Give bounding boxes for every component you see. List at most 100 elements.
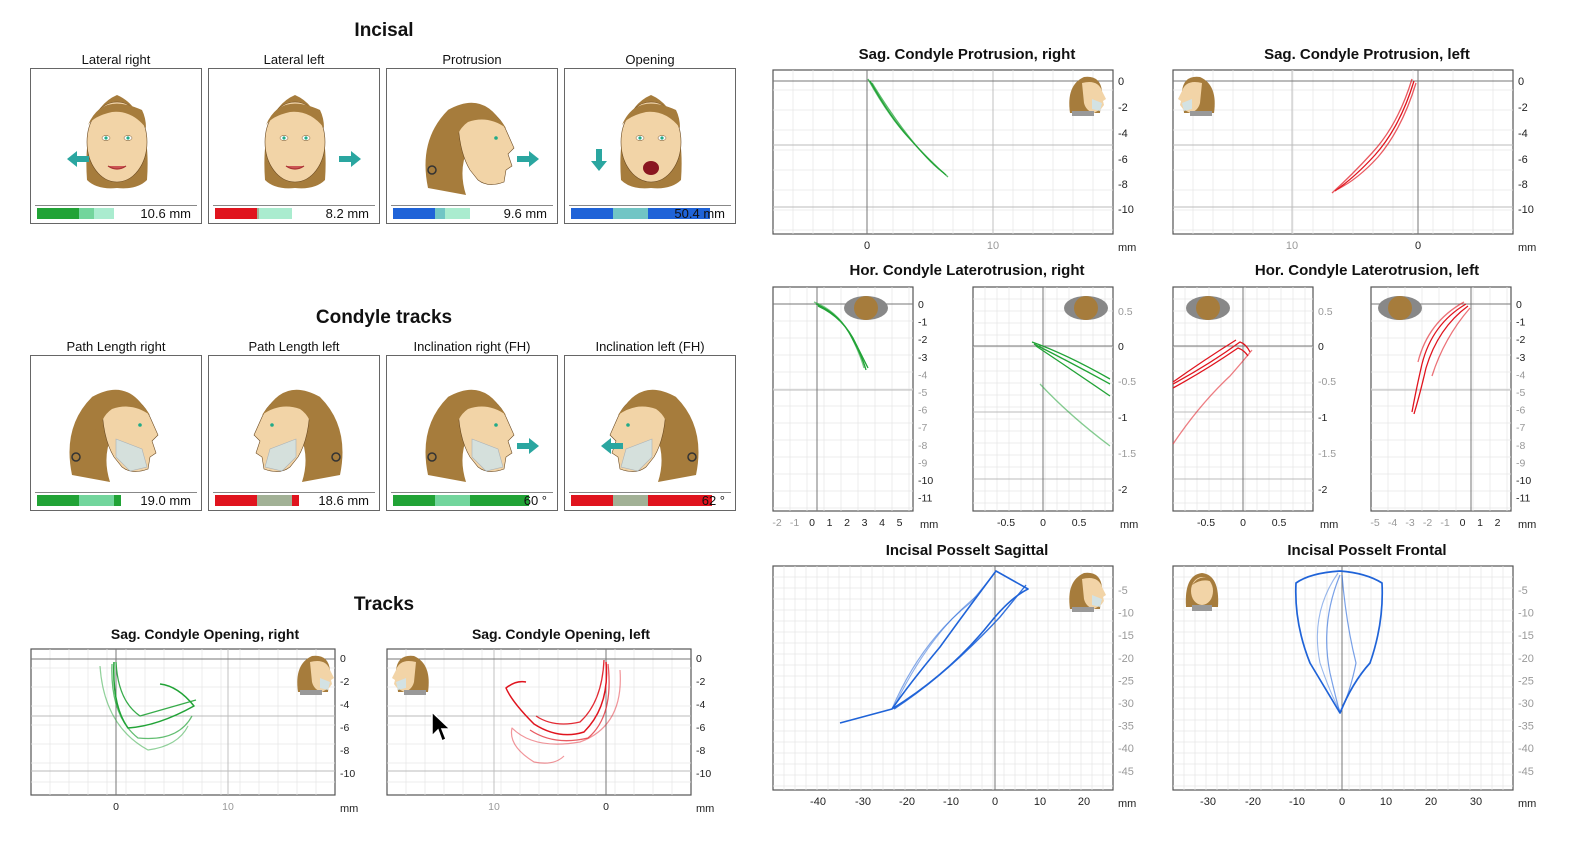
y-tick-label: -30 [1118, 698, 1134, 710]
sag-protrusion-right-chart: 0 10 0 -2 -4 -6 -8 -10 mm [772, 69, 1136, 253]
track-line [813, 301, 865, 369]
mouse-cursor-icon [431, 710, 452, 743]
y-tick-label: -2 [1318, 484, 1327, 496]
x-tick-label: -3 [1405, 517, 1414, 529]
x-tick-label: 0 [1460, 517, 1466, 529]
measure-card[interactable]: 62 ° [564, 355, 736, 511]
track-line [1339, 574, 1357, 714]
y-tick-label: -1.5 [1318, 448, 1336, 460]
face-illustration [566, 70, 734, 204]
laterotrusion-left-title: Hor. Condyle Laterotrusion, left [1254, 262, 1480, 279]
measure-card[interactable]: 9.6 mm [386, 68, 558, 224]
card-label: Path Length right [66, 339, 166, 354]
y-tick-label: -4 [1518, 128, 1528, 140]
x-tick-label: 0 [1339, 796, 1345, 808]
y-tick-label: 0 [1518, 76, 1524, 88]
track-line [113, 661, 195, 729]
x-tick-label: 1 [1477, 517, 1483, 529]
y-tick-label: 0 [1118, 76, 1124, 88]
face-illustration [210, 357, 378, 491]
face-illustration [388, 357, 556, 491]
value-text: 10.6 mm [140, 206, 191, 221]
track-line [505, 661, 608, 736]
unit-label: mm [1118, 242, 1136, 253]
x-tick-label: -4 [1388, 517, 1397, 529]
measure-card[interactable]: 19.0 mm [30, 355, 202, 511]
x-tick-label: 5 [897, 517, 903, 529]
y-tick-label: -45 [1118, 766, 1134, 778]
y-tick-label: -8 [1518, 179, 1528, 191]
y-tick-label: -5 [1118, 585, 1128, 597]
y-tick-label: 0 [1516, 299, 1522, 311]
face-illustration [210, 70, 378, 204]
value-bar-fill [393, 208, 445, 219]
y-tick-label: -4 [340, 699, 349, 711]
unit-label: mm [920, 519, 938, 530]
direction-arrow-icon [65, 149, 91, 180]
y-tick-label: -5 [1516, 387, 1525, 399]
sag-protrusion-left-chart: 10 0 0 -2 -4 -6 -8 -10 mm [1172, 69, 1536, 253]
y-tick-label: -0.5 [1318, 376, 1336, 388]
card-label: Protrusion [442, 52, 502, 67]
x-tick-label: 0 [1415, 240, 1421, 252]
unit-label: mm [1518, 798, 1536, 810]
track-line [1035, 345, 1111, 397]
x-tick-label: 10 [1380, 796, 1392, 808]
measure-card[interactable]: 18.6 mm [208, 355, 380, 511]
measure-card[interactable]: 50.4 mm [564, 68, 736, 224]
measure-card[interactable]: 60 ° [386, 355, 558, 511]
sag-opening-left-title: Sag. Condyle Opening, left [471, 626, 651, 642]
track-line [1172, 341, 1251, 385]
y-tick-label: -20 [1518, 653, 1534, 665]
y-tick-label: -8 [1516, 440, 1525, 452]
x-tick-label: -20 [899, 796, 915, 808]
x-tick-label: 0.5 [1072, 517, 1087, 529]
value-text: 19.0 mm [140, 493, 191, 508]
measure-card[interactable]: 10.6 mm [30, 68, 202, 224]
x-tick-label: 10 [1034, 796, 1046, 808]
x-tick-label: -2 [772, 517, 781, 529]
y-tick-label: -20 [1118, 653, 1134, 665]
y-tick-label: -8 [918, 440, 927, 452]
y-tick-label: -40 [1518, 743, 1534, 755]
x-tick-label: 30 [1470, 796, 1482, 808]
laterotrusion-right-title: Hor. Condyle Laterotrusion, right [849, 262, 1085, 279]
y-tick-label: -1 [1318, 412, 1327, 424]
value-bar: 50.4 mm [569, 205, 731, 222]
track-line [839, 570, 1029, 724]
track-line [1172, 339, 1237, 383]
x-tick-label: -2 [1423, 517, 1432, 529]
x-tick-label: 0 [113, 801, 119, 813]
y-tick-label: -25 [1118, 675, 1134, 687]
y-tick-label: -9 [918, 457, 927, 469]
y-tick-label: -2 [1518, 102, 1528, 114]
track-line [1172, 349, 1253, 445]
x-tick-label: 0 [809, 517, 815, 529]
unit-label: mm [340, 803, 358, 814]
plot-area [772, 69, 1114, 235]
track-line [1431, 307, 1471, 377]
track-line [1413, 305, 1469, 415]
head-orientation-icon [1185, 573, 1219, 611]
normal-range-band [256, 495, 293, 506]
track-line [1033, 343, 1111, 385]
direction-arrow-icon [337, 149, 363, 180]
y-tick-label: -45 [1518, 766, 1534, 778]
y-tick-label: 0 [1318, 341, 1324, 353]
y-tick-label: 0.5 [1118, 306, 1133, 318]
measure-card[interactable]: 8.2 mm [208, 68, 380, 224]
track-line [817, 305, 869, 369]
y-tick-label: -10 [1516, 475, 1531, 487]
head-orientation-icon [392, 655, 429, 695]
card-label: Lateral right [81, 52, 151, 67]
track-line [1172, 347, 1249, 389]
condyle-tracks-title: Condyle tracks [315, 307, 453, 328]
normal-range-band [612, 495, 649, 506]
normal-range-band [78, 208, 115, 219]
x-tick-label: 0 [1040, 517, 1046, 529]
x-tick-label: 2 [1495, 517, 1501, 529]
y-tick-label: -6 [918, 405, 927, 417]
direction-arrow-icon [515, 436, 541, 467]
